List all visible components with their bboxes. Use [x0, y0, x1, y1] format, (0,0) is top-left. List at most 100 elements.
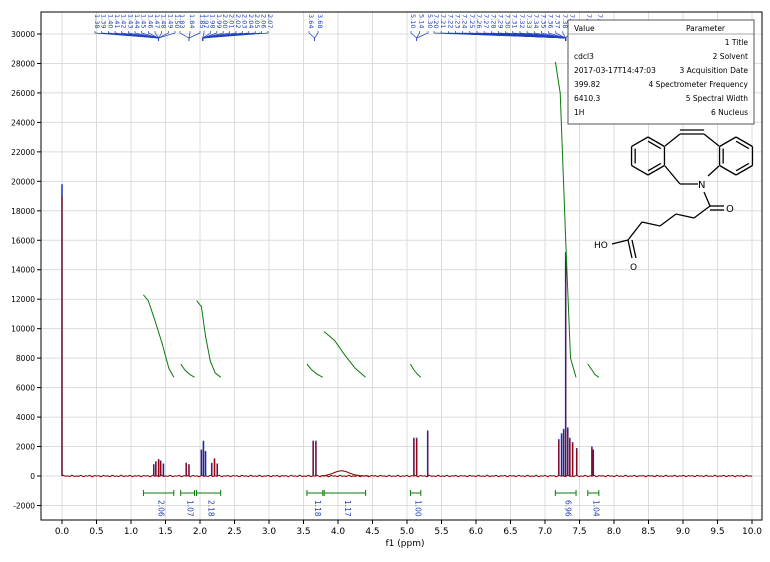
- peak-label: 7.37: [554, 14, 562, 28]
- y-tick-label: 24000: [11, 118, 35, 127]
- y-tick-label: 26000: [11, 89, 35, 98]
- bond: [719, 164, 737, 176]
- y-tick-label: 30000: [11, 30, 35, 39]
- bond: [703, 191, 711, 207]
- peak-label: 2.06: [260, 14, 268, 28]
- integral-label: 2.06: [157, 500, 166, 517]
- peak-label: 1.45: [140, 14, 148, 28]
- integral-curve: [143, 294, 175, 378]
- peak-label: 7.24: [461, 14, 469, 28]
- table-param-cell: 3 Acquisition Date: [679, 66, 748, 75]
- spectrum-baseline: [61, 474, 753, 478]
- spectrum-hump: [320, 470, 369, 477]
- integral-label: 1.17: [343, 500, 352, 517]
- peak-label: 7.23: [453, 14, 461, 28]
- table-param-cell: 5 Spectral Width: [686, 94, 749, 103]
- x-tick-label: 1.0: [124, 527, 139, 537]
- table-value-cell: cdcl3: [574, 52, 594, 61]
- peak-label: 1.99: [215, 14, 223, 28]
- nitrogen-label: N: [698, 180, 705, 191]
- y-tick-label: 10000: [11, 325, 35, 334]
- peak-label: 1.50: [173, 14, 181, 28]
- bond: [631, 239, 637, 259]
- x-tick-label: 6.5: [503, 527, 517, 537]
- x-tick-label: 4.0: [331, 527, 346, 537]
- peak-label: 7.34: [532, 14, 540, 28]
- peak-label: 2.07: [266, 14, 274, 28]
- x-tick-label: 9.0: [676, 527, 691, 537]
- peak-label: 7.30: [504, 14, 512, 28]
- bond: [735, 164, 753, 176]
- peak-label: 7.29: [496, 14, 504, 28]
- integral-curve: [409, 363, 422, 378]
- integrals: 2.06 1.07 2.18 1.18 1.17 1.00 6.96 1.04: [142, 61, 600, 517]
- peak-label: 1.47: [153, 14, 161, 28]
- peak-label: 7.36: [547, 14, 555, 28]
- peak-label: 7.33: [525, 14, 533, 28]
- carbonyl-oxygen-label: O: [726, 204, 734, 215]
- bond: [647, 162, 662, 172]
- peak-label: 7.26: [475, 14, 483, 28]
- table-header-param: Parameter: [686, 24, 726, 33]
- y-tick-label: 4000: [16, 413, 35, 422]
- peak-label: 7.22: [446, 14, 454, 28]
- peak-label: 7.35: [539, 14, 547, 28]
- x-tick-label: 0.0: [55, 527, 70, 537]
- x-axis-label: f1 (ppm): [386, 539, 425, 549]
- y-tick-label: 20000: [11, 177, 35, 186]
- peak-label: 7.21: [439, 14, 447, 28]
- peak-label: 5.10: [409, 14, 417, 28]
- bond: [703, 133, 720, 147]
- peak-label-connector: [410, 31, 418, 41]
- peak-label: 7.31: [511, 14, 519, 28]
- bond: [641, 221, 661, 227]
- integral-label: 1.07: [186, 500, 195, 517]
- peak-label-connector: [158, 31, 163, 41]
- bond: [707, 165, 720, 177]
- bond: [664, 133, 681, 147]
- peak-label: 1.84: [188, 14, 196, 28]
- peak-label: 2.03: [240, 14, 248, 28]
- integral-label: 1.04: [591, 500, 600, 517]
- peak-label: 7.32: [518, 14, 526, 28]
- table-param-cell: 1 Title: [725, 38, 749, 47]
- integral-curve: [306, 363, 324, 378]
- integral-label: 1.18: [313, 500, 322, 517]
- table-param-cell: 2 Solvent: [713, 52, 748, 61]
- chemical-structure: N O HO O: [594, 129, 754, 273]
- peak-label-connector: [416, 31, 429, 41]
- peak-label-connector: [188, 31, 201, 41]
- peak-label: 1.38: [93, 14, 101, 28]
- x-tick-label: 5.0: [400, 527, 415, 537]
- peak-label: 1.41: [113, 14, 121, 28]
- y-tick-label: 28000: [11, 59, 35, 68]
- hydroxyl-label: HO: [594, 241, 608, 251]
- bond: [719, 136, 737, 148]
- peak-label: 1.40: [106, 14, 114, 28]
- bond: [647, 164, 665, 176]
- peak-label: 3.64: [307, 14, 315, 28]
- parameter-table: Parameter Value 1 Title 2 Solvent cdcl3 3 Acq…: [567, 19, 755, 125]
- peak-label-connector: [308, 31, 315, 41]
- peak-label: 5.14: [418, 14, 426, 28]
- peak-label-connector: [158, 31, 176, 41]
- peak-label: 2.01: [228, 14, 236, 28]
- integral-curve: [587, 363, 600, 378]
- table-value-cell: 2017-03-17T14:47:03: [574, 66, 656, 75]
- integral-label: 1.00: [414, 500, 423, 517]
- x-tick-label: 1.5: [158, 527, 172, 537]
- x-tick-label: 7.0: [538, 527, 553, 537]
- bond: [647, 140, 662, 150]
- bond: [659, 213, 677, 227]
- bond: [647, 136, 665, 148]
- bond: [693, 205, 711, 219]
- table-value-cell: 399.82: [574, 80, 600, 89]
- peak-label: 7.20: [432, 14, 440, 28]
- axes: 0.0 0.5 1.0 1.5 2.0 2.5 3.0 3.5 4.0 4.5 5.0 5.5 6.0 6…: [11, 11, 763, 537]
- x-tick-label: 5.5: [434, 527, 448, 537]
- peak-label-connector: [416, 31, 420, 41]
- peak-label: 1.46: [146, 14, 154, 28]
- peak-label: 1.44: [133, 14, 141, 28]
- peak-label: 1.49: [166, 14, 174, 28]
